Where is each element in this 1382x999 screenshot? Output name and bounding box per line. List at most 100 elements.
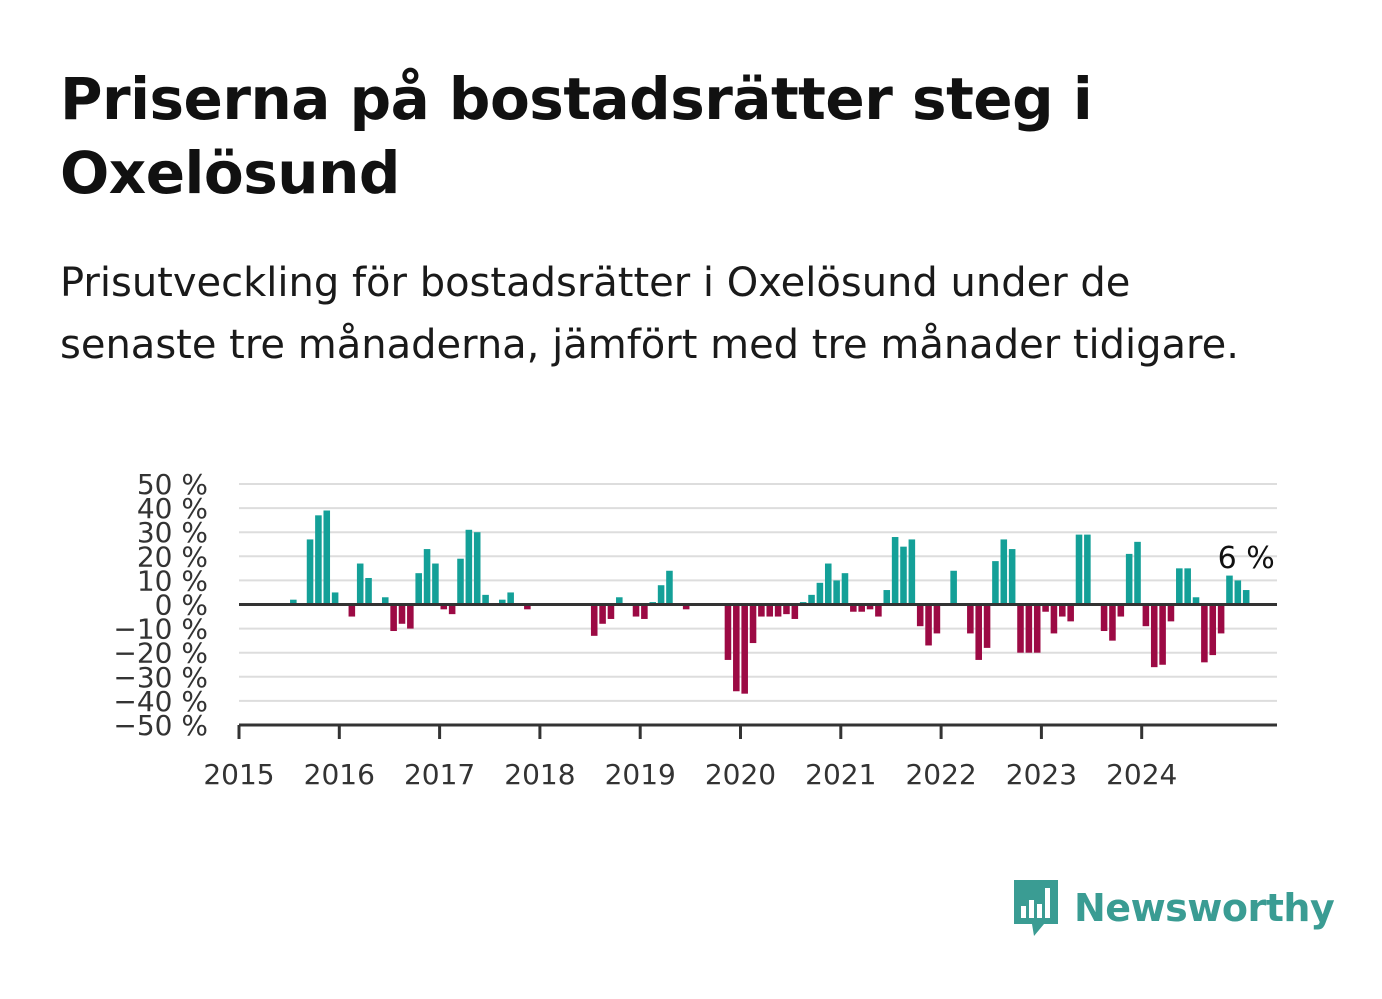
- bar: [306, 539, 314, 605]
- bar: [348, 604, 356, 617]
- brand-name: Newsworthy: [1074, 886, 1335, 930]
- gridlines: [239, 483, 1277, 702]
- bar: [900, 546, 907, 605]
- bar: [1242, 590, 1250, 605]
- bar: [415, 573, 422, 605]
- bar: [398, 604, 406, 624]
- bar: [507, 592, 514, 605]
- bar: [1000, 539, 1008, 605]
- bar: [1109, 604, 1116, 641]
- x-tick-label: 2019: [605, 758, 676, 791]
- chart-title: Priserna på bostadsrätter steg i Oxelösu…: [60, 65, 1093, 207]
- bar: [599, 604, 606, 624]
- bar: [381, 597, 389, 605]
- y-tick-label: −40 %: [113, 685, 208, 718]
- bar: [1201, 604, 1208, 663]
- bar: [423, 549, 431, 605]
- bar: [808, 594, 815, 605]
- bar: [465, 529, 473, 605]
- bar: [315, 515, 322, 605]
- bar: [992, 561, 999, 605]
- bar: [390, 604, 397, 632]
- bar: [1125, 553, 1133, 605]
- bar: [1134, 541, 1141, 605]
- bar: [473, 532, 481, 605]
- bar: [1150, 604, 1158, 668]
- bar: [967, 604, 974, 634]
- x-tick-label: 2017: [404, 758, 475, 791]
- newsworthy-logo: Newsworthy: [1010, 876, 1335, 940]
- newsworthy-bar-chart-logo-icon: [1014, 880, 1058, 936]
- latest-value-label: 6 %: [1218, 541, 1275, 576]
- bar: [724, 604, 732, 660]
- bar: [741, 604, 748, 694]
- bar: [1226, 575, 1233, 605]
- bar: [875, 604, 882, 617]
- x-tick-label: 2024: [1106, 758, 1177, 791]
- bar: [1084, 534, 1091, 605]
- tick-labels: 50 %40 %30 %20 %10 %0 %−10 %−20 %−30 %−4…: [113, 468, 1274, 791]
- y-tick-label: 40 %: [137, 492, 208, 525]
- bar: [1159, 604, 1166, 665]
- x-tick-label: 2021: [805, 758, 876, 791]
- bar: [641, 604, 648, 619]
- y-tick-label: 10 %: [137, 564, 208, 597]
- y-tick-label: 20 %: [137, 540, 208, 573]
- bar: [791, 604, 799, 619]
- y-tick-label: −50 %: [113, 709, 208, 742]
- y-tick-label: −30 %: [113, 661, 208, 694]
- y-tick-label: 30 %: [137, 516, 208, 549]
- bar: [891, 537, 899, 605]
- y-tick-label: 0 %: [155, 589, 208, 622]
- bar: [841, 573, 849, 605]
- bar: [440, 604, 448, 610]
- bar: [356, 563, 364, 605]
- bar: [1008, 549, 1016, 605]
- bar: [607, 604, 615, 619]
- bar: [666, 570, 673, 605]
- bar: [1067, 604, 1074, 622]
- bar: [1192, 597, 1200, 605]
- bar: [1075, 534, 1083, 605]
- bar: [1234, 580, 1242, 605]
- bar: [1042, 604, 1049, 612]
- x-tick-label: 2023: [1006, 758, 1077, 791]
- bar: [983, 604, 991, 648]
- bar: [1033, 604, 1041, 653]
- bar: [883, 590, 891, 605]
- bar: [916, 604, 924, 627]
- bar: [833, 580, 840, 605]
- bar: [1176, 568, 1183, 605]
- bar: [1017, 604, 1024, 653]
- bar: [590, 604, 598, 636]
- bar: [733, 604, 740, 692]
- bar: [1217, 604, 1225, 634]
- bar: [783, 604, 790, 615]
- bar: [766, 604, 774, 617]
- bar: [1059, 604, 1066, 617]
- x-tick-label: 2018: [504, 758, 575, 791]
- x-tick-label: 2015: [203, 758, 274, 791]
- bars: [290, 510, 1250, 694]
- bar: [616, 597, 623, 605]
- bar: [866, 604, 874, 610]
- bar: [632, 604, 640, 617]
- y-tick-label: 50 %: [137, 468, 208, 501]
- bar: [1050, 604, 1058, 634]
- axes: [237, 603, 1277, 739]
- x-tick-label: 2020: [705, 758, 776, 791]
- bar: [482, 594, 489, 605]
- bar: [448, 604, 456, 615]
- y-tick-label: −10 %: [113, 613, 208, 646]
- bar: [758, 604, 765, 617]
- y-tick-label: −20 %: [113, 637, 208, 670]
- bar: [1142, 604, 1150, 627]
- chart-subtitle: Prisutveckling för bostadsrätter i Oxelö…: [60, 260, 1239, 368]
- bar: [1209, 604, 1217, 656]
- bar: [1025, 604, 1033, 653]
- bar: [1167, 604, 1175, 622]
- bar: [933, 604, 941, 634]
- bar: [749, 604, 757, 644]
- x-tick-label: 2022: [905, 758, 976, 791]
- bar: [950, 570, 957, 605]
